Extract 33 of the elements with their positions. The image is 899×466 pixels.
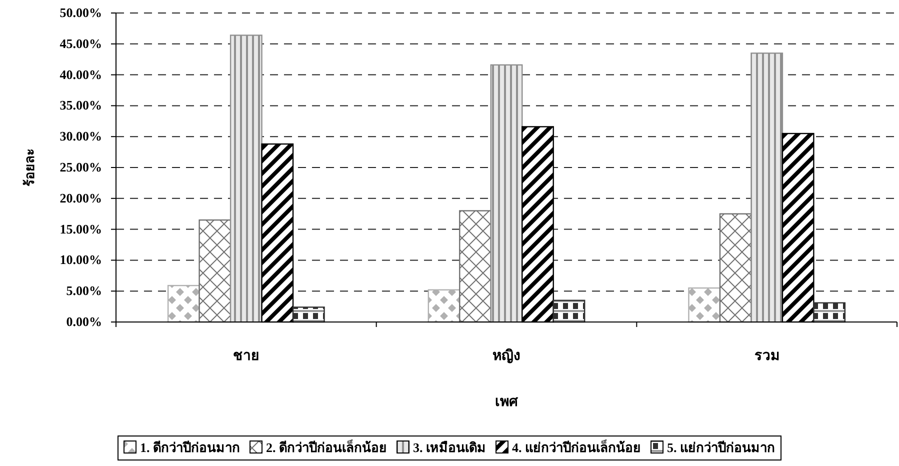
y-tick-label: 20.00%	[60, 190, 102, 206]
legend-label: 4. แย่กว่าปีก่อนเล็กน้อย	[512, 438, 641, 455]
y-tick-label: 0.00%	[66, 314, 102, 329]
bar	[230, 34, 262, 323]
bar	[292, 306, 325, 323]
bar	[167, 284, 200, 323]
y-tick-label: 5.00%	[66, 283, 102, 298]
legend-label: 5. แย่กว่าปีก่อนมาก	[667, 440, 775, 455]
x-tick-label: ชาย	[233, 349, 260, 364]
x-axis-title: เพศ	[495, 395, 519, 410]
bar	[688, 287, 721, 323]
bar	[813, 302, 846, 323]
y-tick-label: 10.00%	[60, 252, 102, 268]
bar	[719, 213, 752, 323]
y-tick-label: 15.00%	[60, 221, 102, 236]
bar	[428, 289, 460, 323]
bar	[750, 52, 784, 323]
y-axis-title: ร้อยละ	[22, 148, 37, 186]
bar	[490, 64, 523, 323]
legend-label: 2. ดีกว่าปีก่อนเล็กน้อย	[266, 438, 387, 455]
y-tick-label: 40.00%	[60, 66, 102, 82]
legend-label: 1. ดีกว่าปีก่อนมาก	[140, 440, 240, 455]
legend-label: 3. เหมือนเดิม	[413, 440, 486, 455]
y-tick-label: 50.00%	[60, 5, 102, 20]
y-tick-label: 35.00%	[60, 98, 102, 113]
x-tick-label: หญิง	[492, 348, 520, 364]
x-tick-label: รวม	[754, 349, 780, 364]
y-tick-label: 45.00%	[60, 36, 102, 51]
bar	[552, 300, 586, 323]
bar	[459, 210, 492, 323]
y-tick-label: 30.00%	[60, 128, 102, 144]
y-tick-label: 25.00%	[60, 160, 102, 174]
bar	[198, 219, 232, 323]
